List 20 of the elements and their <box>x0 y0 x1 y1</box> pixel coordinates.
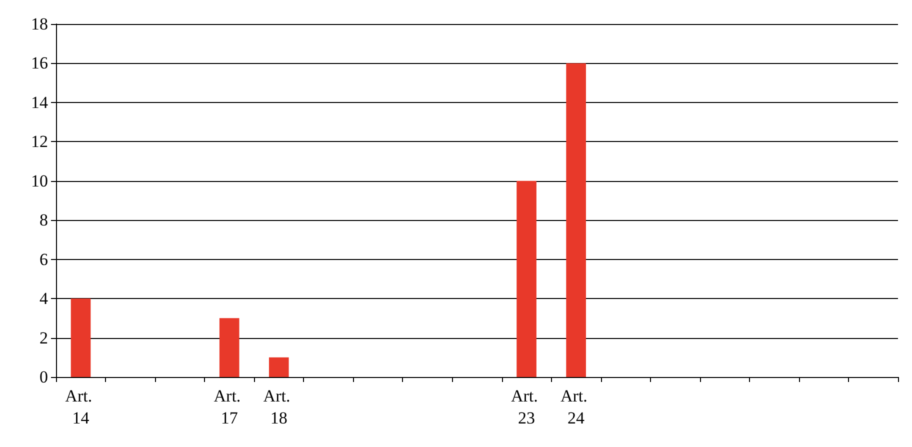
x-tick-label: Art. 18 <box>263 386 294 428</box>
y-tick-label: 16 <box>31 54 48 73</box>
x-tick-label: Art. 24 <box>560 386 592 428</box>
y-tick-label: 6 <box>40 250 48 269</box>
x-tick-label: Art. 14 <box>65 386 96 428</box>
bar <box>516 180 536 377</box>
x-tick-label: Art. 23 <box>510 386 542 428</box>
bar <box>70 298 91 377</box>
bar <box>219 318 240 377</box>
y-tick-label: 2 <box>40 328 48 348</box>
y-tick-label: 14 <box>31 92 48 112</box>
y-tick-label: 10 <box>31 171 48 190</box>
bar <box>268 357 289 377</box>
y-tick-label: 0 <box>40 368 48 386</box>
y-tick-label: 12 <box>31 132 48 152</box>
bar <box>566 63 586 377</box>
y-tick-label: 8 <box>40 210 48 230</box>
x-tick-label: Art. 17 <box>214 386 245 428</box>
y-tick-label: 18 <box>31 14 48 34</box>
y-tick-label: 4 <box>40 289 48 308</box>
